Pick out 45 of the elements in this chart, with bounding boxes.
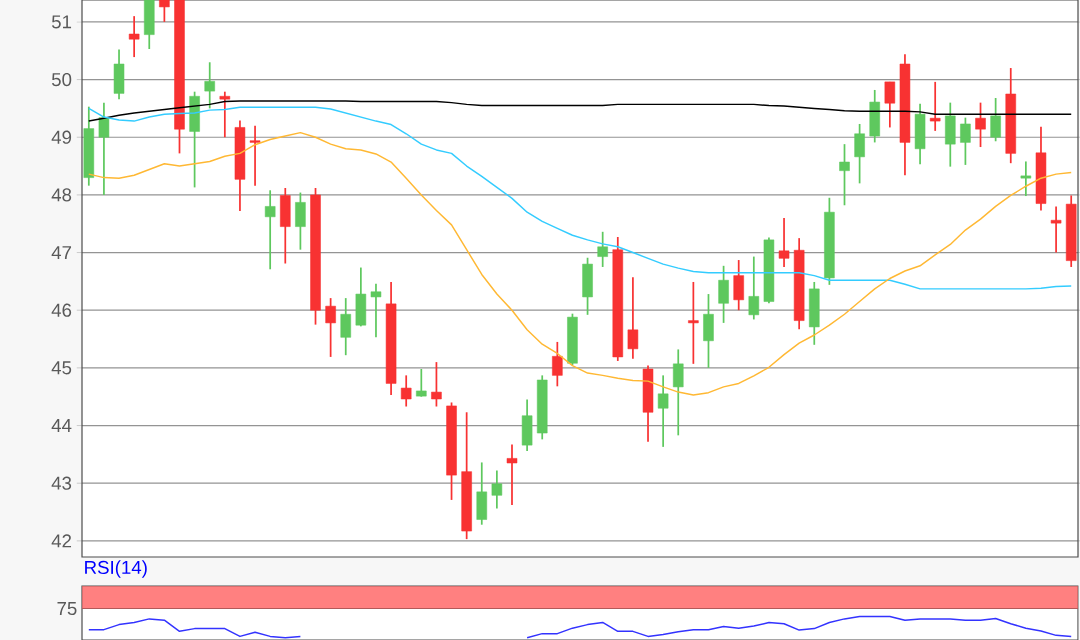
y-tick-label: 47 — [51, 246, 72, 259]
candlestick — [204, 61, 215, 110]
candlestick — [128, 15, 140, 58]
y-tick-label: 46 — [51, 303, 72, 317]
candlestick — [975, 101, 986, 148]
candlestick — [778, 217, 790, 268]
candlestick — [990, 97, 1001, 143]
y-tick-label: 42 — [51, 534, 72, 548]
y-tick-label: 44 — [51, 419, 72, 432]
candlestick — [672, 348, 684, 437]
candlestick — [854, 123, 865, 185]
candlestick — [400, 374, 412, 408]
candlestick — [627, 276, 639, 360]
y-tick-label: 48 — [51, 188, 72, 202]
chart-title: RSI(14) — [85, 560, 147, 578]
candlestick — [219, 90, 231, 139]
y-tick-label: 43 — [51, 476, 72, 490]
text: 75 — [57, 602, 77, 616]
y-tick-label: 50 — [51, 72, 72, 87]
candlestick — [884, 81, 896, 129]
candlestick — [431, 361, 442, 408]
candlestick — [748, 255, 760, 321]
candlestick — [597, 230, 608, 268]
candlestick — [249, 124, 261, 187]
candlestick — [491, 469, 503, 510]
candlestick — [370, 282, 382, 339]
candlestick — [929, 81, 941, 132]
candlestick — [340, 297, 351, 357]
candlestick — [1050, 205, 1062, 254]
candlestick — [688, 281, 699, 365]
candlestick — [839, 143, 850, 207]
candlestick — [264, 189, 276, 271]
candlestick — [159, 0, 170, 23]
candlestick — [960, 116, 971, 166]
candlestick — [657, 374, 669, 448]
candlestick — [718, 264, 729, 324]
candlestick — [416, 368, 427, 398]
candlestick — [98, 101, 110, 196]
y-tick-label: 45 — [51, 361, 72, 375]
candlestick — [1020, 160, 1032, 197]
candlestick — [552, 341, 563, 388]
candlestick — [325, 297, 336, 358]
y-tick-label: 51 — [51, 15, 72, 29]
y-tick-label: 49 — [51, 130, 72, 144]
candlestick — [506, 443, 518, 506]
